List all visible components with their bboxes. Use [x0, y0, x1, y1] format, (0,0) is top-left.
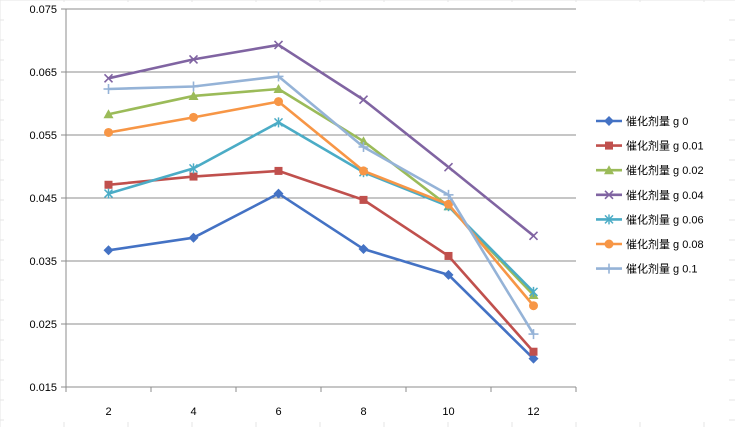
data-point [443, 189, 454, 200]
data-point [274, 166, 283, 175]
series-line [108, 192, 535, 360]
legend: 催化剂量 g 0 催化剂量 g 0.01 催化剂量 g 0.02 催化剂量 g 0.0… [596, 114, 704, 276]
legend-label: 催化剂量 g 0 [626, 114, 688, 128]
data-point [103, 109, 114, 119]
series-layer [103, 40, 539, 364]
data-point [103, 188, 114, 199]
data-point [273, 84, 284, 94]
x-tick-label: 8 [360, 406, 366, 418]
data-point [104, 127, 113, 137]
data-point [528, 353, 539, 364]
data-point [189, 112, 198, 122]
data-point [188, 54, 199, 64]
x-tick-label: 10 [442, 406, 454, 418]
series-6 [103, 71, 539, 340]
series-line [108, 43, 535, 237]
data-point [188, 81, 199, 92]
data-point [358, 244, 369, 255]
data-point [529, 301, 538, 311]
series-line [108, 100, 535, 307]
legend-marker [604, 214, 614, 225]
data-point [189, 172, 198, 181]
data-point [188, 232, 199, 243]
legend-marker [604, 116, 614, 126]
y-tick-label: 0.025 [29, 319, 57, 331]
legend-item: 催化剂量 g 0.01 [596, 139, 704, 153]
y-tick-label: 0.075 [29, 4, 57, 16]
legend-item: 催化剂量 g 0.06 [596, 212, 704, 226]
data-point [273, 71, 284, 82]
data-point [358, 141, 369, 152]
x-tick-label: 12 [527, 406, 539, 418]
data-point [273, 40, 284, 50]
series-1 [104, 166, 538, 356]
data-point [444, 199, 453, 209]
y-tick-label: 0.055 [29, 130, 57, 142]
data-point [359, 166, 368, 176]
data-point [444, 251, 453, 260]
data-point [273, 117, 284, 128]
legend-label: 催化剂量 g 0.1 [626, 262, 698, 276]
legend-item: 催化剂量 g 0.1 [596, 262, 698, 276]
data-point [188, 163, 199, 174]
y-tick-label: 0.035 [29, 256, 57, 268]
data-point [359, 195, 368, 204]
x-tick-label: 2 [105, 406, 111, 418]
chart-area [4, 2, 729, 422]
data-point [528, 231, 539, 241]
legend-marker [604, 263, 614, 274]
legend-label: 催化剂量 g 0.02 [626, 163, 704, 177]
data-point [188, 90, 199, 100]
data-point [529, 347, 538, 356]
series-3 [103, 40, 539, 241]
legend-label: 催化剂量 g 0.01 [626, 139, 704, 153]
series-0 [103, 188, 539, 364]
data-point [528, 329, 539, 340]
data-point [443, 162, 454, 172]
legend-marker [605, 141, 613, 150]
series-5 [104, 97, 538, 311]
legend-label: 催化剂量 g 0.04 [626, 188, 704, 202]
data-point [274, 97, 283, 107]
data-point [103, 84, 114, 95]
axes: 0.015 0.025 0.035 0.045 0.055 0.065 0.075 2 4 6 8 1… [29, 4, 577, 418]
data-point [358, 95, 369, 105]
x-tick-label: 6 [275, 406, 281, 418]
legend-label: 催化剂量 g 0.06 [626, 212, 704, 226]
y-tick-label: 0.045 [29, 193, 57, 205]
y-tick-label: 0.065 [29, 67, 57, 79]
legend-item: 催化剂量 g 0.04 [596, 188, 704, 202]
data-point [103, 245, 114, 256]
legend-item: 催化剂量 g 0 [596, 114, 688, 128]
data-point [443, 269, 454, 280]
x-tick-label: 4 [190, 406, 196, 418]
data-point [273, 188, 284, 199]
legend-marker [604, 190, 614, 200]
data-point [104, 180, 113, 189]
legend-label: 催化剂量 g 0.08 [626, 237, 704, 251]
data-point [358, 136, 369, 146]
legend-marker [604, 165, 614, 175]
data-point [528, 286, 539, 297]
series-line [108, 75, 535, 335]
y-tick-label: 0.015 [29, 382, 57, 394]
legend-marker [604, 239, 614, 249]
series-line [108, 169, 535, 353]
legend-item: 催化剂量 g 0.08 [596, 237, 704, 251]
legend-item: 催化剂量 g 0.02 [596, 163, 704, 177]
data-point [103, 73, 114, 83]
